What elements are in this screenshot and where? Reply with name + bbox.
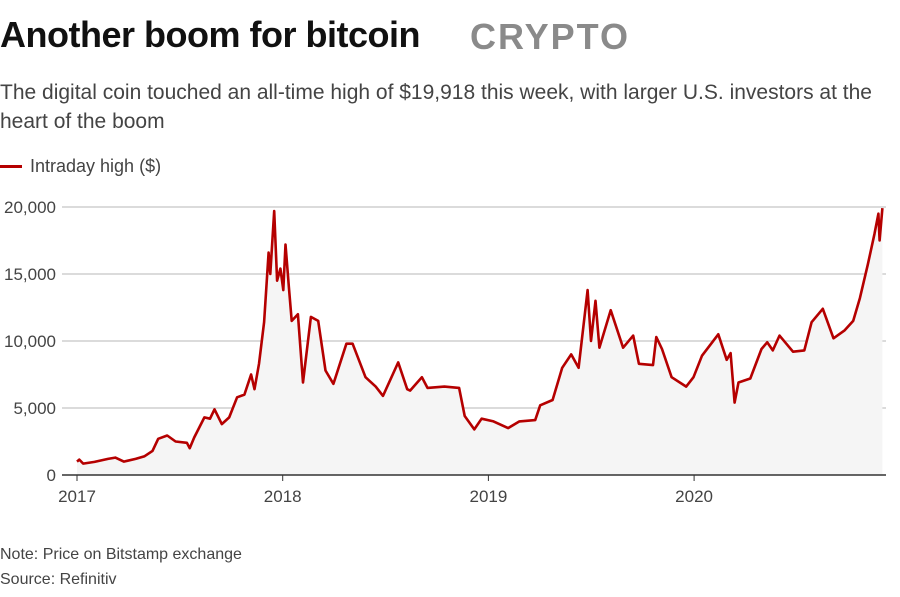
legend: Intraday high ($) — [0, 156, 161, 177]
x-tick-label: 2019 — [469, 487, 507, 506]
area-fill — [77, 208, 883, 475]
y-tick-label: 15,000 — [4, 265, 56, 284]
y-tick-label: 0 — [47, 466, 56, 485]
legend-label: Intraday high ($) — [30, 156, 162, 176]
source: Source: Refinitiv — [0, 571, 117, 588]
y-tick-label: 10,000 — [4, 332, 56, 351]
series-line — [76, 207, 884, 465]
x-tick-label: 2017 — [58, 487, 96, 506]
chart-title: Another boom for bitcoin — [0, 14, 420, 55]
y-tick-label: 5,000 — [13, 399, 56, 418]
x-tick-label: 2020 — [675, 487, 713, 506]
legend-swatch — [0, 165, 22, 168]
x-tick-label: 2018 — [264, 487, 302, 506]
note: Note: Price on Bitstamp exchange — [0, 546, 242, 563]
crypto-watermark: CRYPTO — [470, 16, 631, 57]
y-tick-label: 20,000 — [4, 198, 56, 217]
chart-subtitle: The digital coin touched an all-time hig… — [0, 81, 872, 133]
